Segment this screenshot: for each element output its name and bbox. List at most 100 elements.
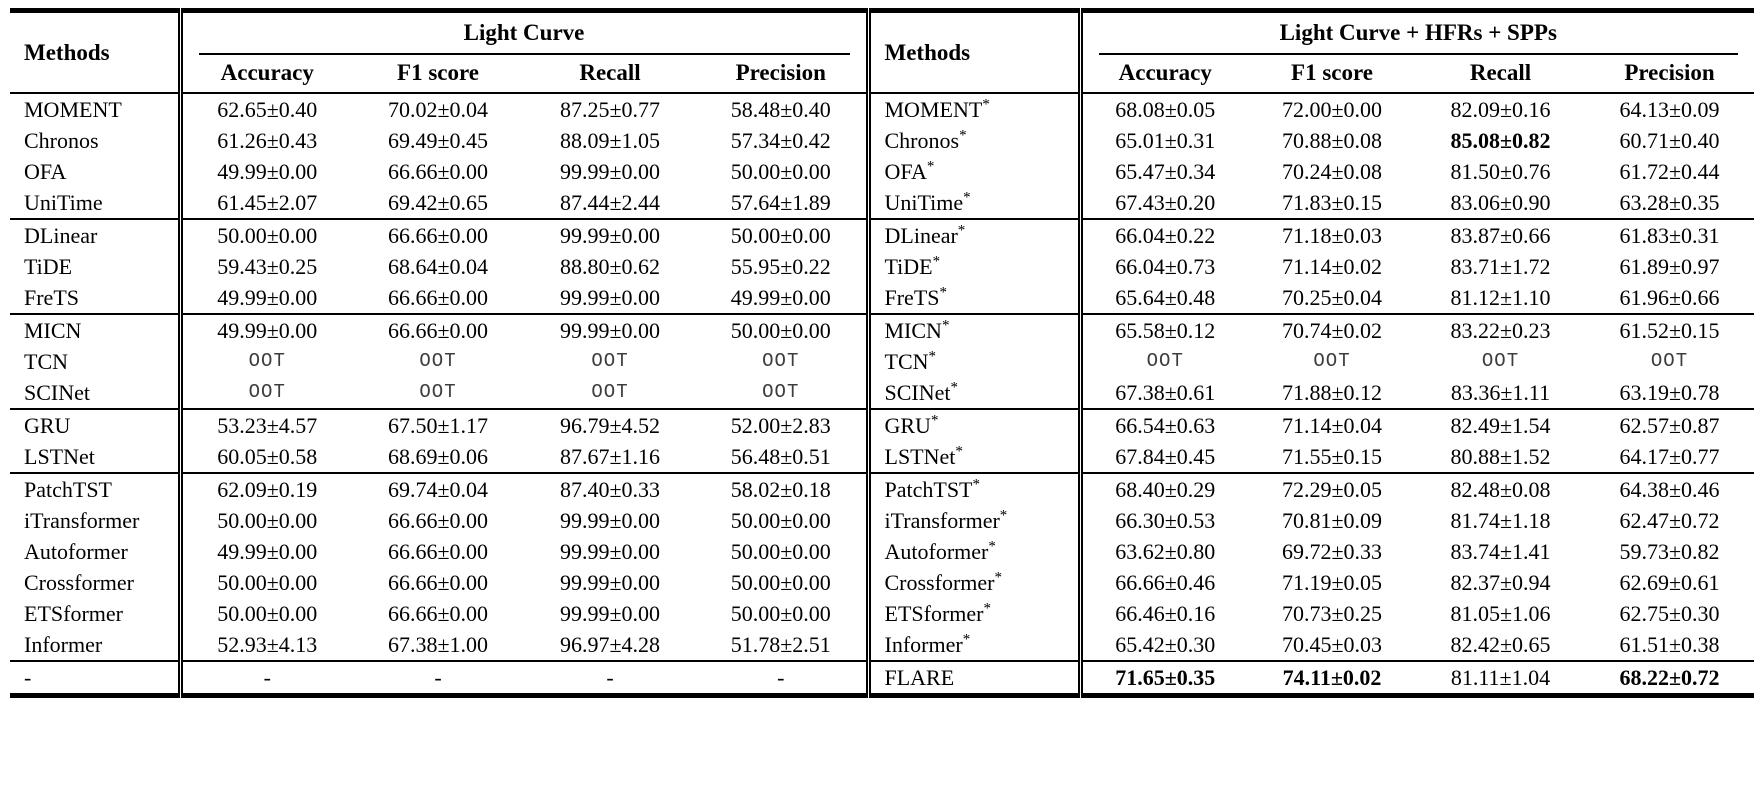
value-cell: 66.30±0.53 [1077, 505, 1248, 536]
header-row-groups: Methods Light Curve Methods Light Curve + H… [10, 10, 1754, 94]
value-cell: 65.42±0.30 [1077, 629, 1248, 661]
right-method-cell: Informer* [865, 629, 1080, 661]
value-cell: 87.25±0.77 [559, 97, 661, 122]
value-cell: 87.44±2.44 [559, 190, 661, 215]
method-name: Chronos [884, 128, 960, 153]
right-method-cell: iTransformer* [865, 505, 1080, 536]
table-row: Autoformer 49.99±0.00 66.66±0.00 99.99±0.00… [10, 536, 1754, 567]
table-row: TCN OOT OOT OOT OOT TCN* OOT OOT OOT OOT [10, 346, 1754, 377]
left-method-cell: SCINet [10, 377, 180, 409]
asterisk-marker: * [999, 507, 1008, 524]
method-name: MOMENT [884, 97, 983, 122]
value-cell: 82.49±1.54 [1416, 408, 1585, 441]
method-name: ETSformer [884, 601, 984, 626]
value-cell: 82.48±0.08 [1416, 472, 1585, 505]
right-method-cell: MICN* [865, 313, 1080, 346]
value-cell: 66.66±0.00 [387, 570, 489, 595]
value-cell: 71.83±0.15 [1281, 190, 1383, 215]
left-method-cell: FreTS [10, 282, 180, 314]
right-method-cell: OFA* [865, 156, 1080, 187]
left-method-cell: TiDE [10, 251, 180, 282]
asterisk-marker: * [972, 476, 980, 493]
asterisk-marker: * [930, 412, 939, 429]
value-cell: 70.74±0.02 [1248, 313, 1416, 346]
value-cell: 70.02±0.04 [387, 97, 489, 122]
value-cell: 50.00±0.00 [730, 508, 831, 533]
right-method-cell: Crossformer* [865, 567, 1080, 598]
value-cell: 51.78±2.51 [730, 632, 831, 657]
value-cell: 82.37±0.94 [1450, 570, 1551, 595]
value-cell: 66.04±0.73 [1077, 251, 1248, 282]
value-cell: 56.48±0.51 [730, 444, 831, 469]
value-cell: 99.99±0.00 [559, 539, 661, 564]
value-cell: 85.08±0.82 [1450, 128, 1551, 153]
value-cell: - [696, 660, 868, 696]
value-cell: 57.34±0.42 [730, 128, 831, 153]
value-cell: 63.62±0.80 [1077, 536, 1248, 567]
right-group-title: Light Curve + HFRs + SPPs [1077, 10, 1754, 57]
method-name: UniTime [884, 190, 964, 215]
table-row: GRU 53.23±4.57 67.50±1.17 96.79±4.52 52.00±2… [10, 408, 1754, 441]
value-cell: 62.75±0.30 [1619, 601, 1720, 626]
value-cell: 60.05±0.58 [177, 441, 352, 473]
value-cell: 64.38±0.46 [1585, 472, 1754, 505]
value-cell: 71.55±0.15 [1281, 444, 1383, 469]
asterisk-marker: * [939, 284, 947, 301]
value-cell: OOT [762, 381, 800, 403]
value-cell: 65.58±0.12 [1077, 313, 1248, 346]
right-col-header-f1-score: F1 score [1248, 57, 1416, 94]
table-row: PatchTST 62.09±0.19 69.74±0.04 87.40±0.33 58… [10, 472, 1754, 505]
value-cell: 66.66±0.46 [1077, 567, 1248, 598]
value-cell: 71.65±0.35 [1077, 660, 1248, 696]
value-cell: 50.00±0.00 [730, 539, 831, 564]
value-cell: 70.45±0.03 [1281, 632, 1383, 657]
right-method-cell: Chronos* [865, 125, 1080, 156]
method-name: FLARE [884, 665, 955, 690]
method-name: GRU [24, 413, 71, 438]
method-name: TCN [884, 349, 929, 374]
value-cell: 62.57±0.87 [1585, 408, 1754, 441]
value-cell: 50.00±0.00 [177, 218, 352, 251]
method-name: OFA [884, 159, 927, 184]
method-name: OFA [24, 159, 67, 184]
value-cell: 65.64±0.48 [1077, 282, 1248, 314]
value-cell: OOT [1077, 346, 1248, 377]
right-col-header-precision: Precision [1585, 57, 1754, 94]
method-name: - [24, 665, 32, 690]
value-cell: 71.18±0.03 [1248, 218, 1416, 251]
method-name: Crossformer [24, 570, 134, 595]
value-cell: 70.73±0.25 [1281, 601, 1383, 626]
left-group-title-text: Light Curve [198, 19, 850, 55]
method-name: Informer [884, 632, 963, 657]
right-method-cell: Autoformer* [865, 536, 1080, 567]
value-cell: 58.02±0.18 [696, 472, 868, 505]
value-cell: 50.00±0.00 [177, 598, 352, 629]
right-method-cell: PatchTST* [865, 472, 1080, 505]
method-name: LSTNet [24, 444, 95, 469]
value-cell: 68.64±0.04 [387, 254, 489, 279]
table-row: - - - - - FLARE 71.65±0.35 74.11±0.02 81.11±1.04… [10, 660, 1754, 696]
value-cell: 55.95±0.22 [730, 254, 831, 279]
results-table: Methods Light Curve Methods Light Curve + H… [10, 8, 1754, 698]
method-name: DLinear [884, 223, 958, 248]
value-cell: 50.00±0.00 [696, 218, 868, 251]
header-row-metrics: Accuracy F1 score Recall Precision Accuracy F… [10, 57, 1754, 94]
table-row: iTransformer 50.00±0.00 66.66±0.00 99.99±0.… [10, 505, 1754, 536]
value-cell: 49.99±0.00 [177, 313, 352, 346]
right-col-header-recall: Recall [1416, 57, 1585, 94]
left-method-cell: LSTNet [10, 441, 180, 473]
value-cell: 49.99±0.00 [730, 285, 831, 310]
value-cell: 57.64±1.89 [730, 190, 831, 215]
value-cell: 67.84±0.45 [1077, 441, 1248, 473]
table-row: FreTS 49.99±0.00 66.66±0.00 99.99±0.00 49.99… [10, 282, 1754, 314]
value-cell: 81.12±1.10 [1450, 285, 1551, 310]
left-method-cell: iTransformer [10, 505, 180, 536]
value-cell: 87.40±0.33 [524, 472, 696, 505]
asterisk-marker: * [957, 222, 966, 239]
value-cell: OOT [591, 350, 629, 372]
asterisk-marker: * [926, 158, 935, 175]
value-cell: 99.99±0.00 [559, 285, 661, 310]
method-name: SCINet [884, 380, 951, 405]
method-name: Informer [24, 632, 103, 657]
table-row: Informer 52.93±4.13 67.38±1.00 96.97±4.28 51… [10, 629, 1754, 661]
